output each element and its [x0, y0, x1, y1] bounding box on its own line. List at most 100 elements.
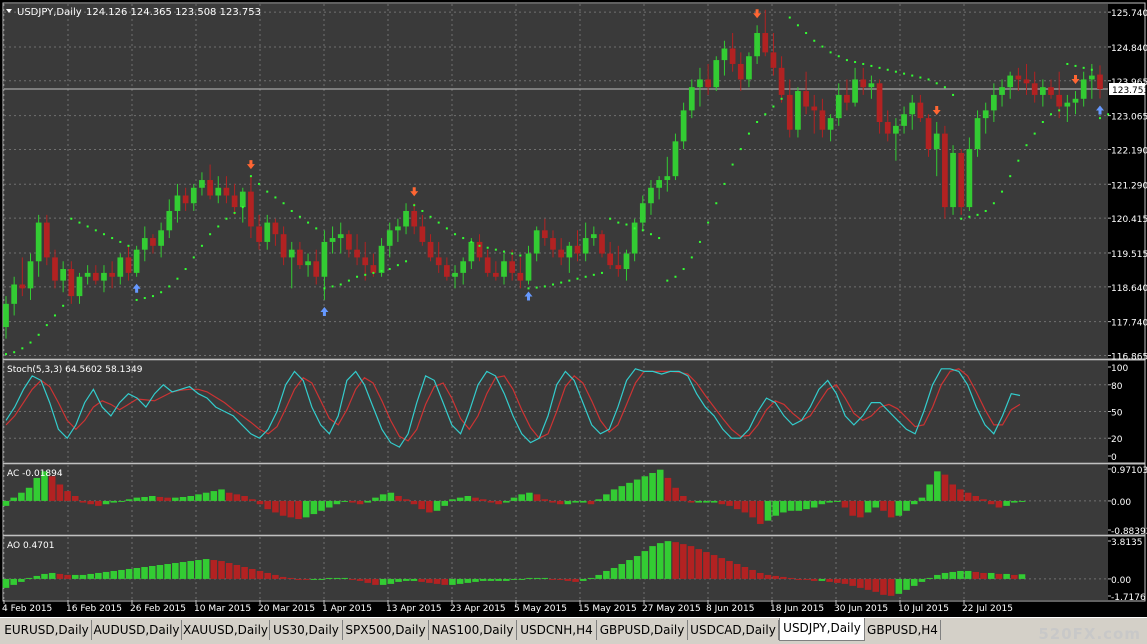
- ac-panel-bar: [433, 500, 441, 511]
- candle-body: [860, 79, 867, 88]
- candle-body: [264, 222, 271, 242]
- candle-body: [256, 226, 262, 242]
- tab-audusd-daily[interactable]: AUDUSD,Daily: [92, 620, 182, 640]
- collapse-arrow-icon[interactable]: [6, 9, 12, 13]
- candle-body: [639, 203, 646, 223]
- sar-dot: [151, 295, 154, 298]
- candle-body: [288, 249, 295, 258]
- tab-nas100-daily[interactable]: NAS100,Daily: [429, 620, 517, 640]
- candle-body: [158, 230, 164, 246]
- ao-panel-bar: [834, 578, 841, 583]
- sar-dot: [543, 285, 546, 288]
- stoch-tick-label: 80: [1111, 382, 1123, 392]
- sar-dot: [372, 271, 375, 274]
- ao-panel-bar: [610, 567, 618, 579]
- ac-panel-bar: [603, 494, 610, 501]
- ac-panel-bar: [272, 500, 279, 513]
- sar-dot: [364, 273, 367, 276]
- candle-body: [109, 272, 115, 277]
- sar-dot: [437, 221, 440, 224]
- candle-body: [174, 195, 181, 211]
- date-tick-label: 15 May 2015: [578, 604, 637, 614]
- tab-usdcad-daily[interactable]: USDCAD,Daily: [688, 620, 779, 640]
- ao-panel-bar: [649, 546, 656, 579]
- ao-panel-bar: [510, 578, 518, 580]
- sar-dot: [870, 64, 873, 67]
- ac-panel-bar: [780, 500, 787, 513]
- buy-arrow-icon: [132, 283, 141, 293]
- date-tick-label: 30 Jun 2015: [834, 604, 888, 614]
- candle-body: [933, 133, 940, 150]
- candle-body: [705, 79, 711, 88]
- sar-dot: [429, 215, 432, 218]
- ac-panel-bar: [356, 500, 364, 505]
- sar-dot: [813, 39, 816, 42]
- ac-panel-bar: [949, 484, 956, 501]
- ao-panel-bar: [118, 569, 125, 579]
- ac-panel-bar: [79, 500, 87, 503]
- sar-dot: [903, 72, 906, 75]
- ac-panel-bar: [426, 500, 433, 513]
- ac-panel-bar: [649, 472, 656, 501]
- sar-dot: [1017, 159, 1020, 162]
- tab-gbpusd-daily[interactable]: GBPUSD,Daily: [597, 620, 688, 640]
- candle-body: [517, 272, 524, 281]
- ao-panel-bar: [641, 551, 649, 579]
- ao-panel-bar: [25, 577, 33, 579]
- sar-dot: [1082, 66, 1085, 69]
- ac-panel-bar: [1003, 500, 1010, 506]
- candle-body: [346, 234, 352, 250]
- ao-panel-bar: [556, 578, 564, 580]
- ac-panel-bar: [526, 492, 533, 501]
- sar-dot: [143, 297, 146, 300]
- ao-panel-bar: [934, 574, 941, 579]
- ao-panel-bar: [449, 578, 456, 585]
- candle-body: [966, 149, 973, 208]
- candle-body: [917, 102, 924, 119]
- date-tick-label: 5 May 2015: [514, 604, 567, 614]
- candle-body: [615, 265, 622, 270]
- sar-dot: [5, 353, 7, 356]
- ao-panel-tick-label: -1.7176: [1111, 593, 1146, 603]
- ac-panel-bar: [472, 497, 479, 501]
- candle-body: [27, 261, 34, 289]
- ao-panel-bar: [695, 549, 702, 579]
- ao-panel-bar: [164, 564, 171, 579]
- tab-us30-daily[interactable]: US30,Daily: [270, 620, 343, 640]
- sar-dot: [339, 283, 342, 286]
- sar-dot: [992, 202, 995, 205]
- tab-eurusd-daily[interactable]: EURUSD,Daily: [2, 620, 92, 640]
- sar-dot: [919, 76, 922, 79]
- tab-gbpusd-h4[interactable]: GBPUSD,H4: [865, 620, 941, 640]
- ao-panel-bar: [841, 578, 849, 584]
- candle-body: [427, 241, 434, 258]
- sar-dot: [356, 275, 359, 278]
- candle-body: [541, 230, 548, 239]
- tab-xauusd-daily[interactable]: XAUUSD,Daily: [182, 620, 270, 640]
- watermark-logo: 520FX.com: [1038, 625, 1141, 643]
- sar-dot: [102, 233, 105, 236]
- ao-panel-bar: [995, 573, 1003, 579]
- tab-usdcnh-h4[interactable]: USDCNH,H4: [517, 620, 597, 640]
- sar-dot: [715, 202, 718, 205]
- ac-panel-bar: [187, 495, 194, 501]
- sell-arrow-icon: [932, 106, 941, 115]
- ao-panel-bar: [464, 578, 472, 583]
- ao-panel-bar: [402, 578, 410, 581]
- candle-body: [786, 94, 793, 130]
- sar-dot: [62, 304, 65, 307]
- sar-dot: [829, 51, 832, 54]
- chart-area[interactable]: 125.740 124.840 123.965 123.065 122.190 121.2…: [0, 0, 1147, 617]
- candle-body: [231, 195, 238, 208]
- candle-body: [762, 33, 769, 53]
- ao-panel-bar: [179, 562, 187, 579]
- ac-panel-bar: [10, 497, 17, 501]
- ao-panel-bar: [972, 571, 980, 579]
- candle-body: [1039, 87, 1046, 95]
- tab-usdjpy-daily[interactable]: USDJPY,Daily: [779, 618, 865, 641]
- tab-spx500-daily[interactable]: SPX500,Daily: [343, 620, 429, 640]
- ao-panel-bar: [787, 577, 795, 579]
- candle-body: [84, 272, 91, 277]
- sar-dot: [723, 182, 726, 185]
- ao-panel-bar: [48, 572, 56, 579]
